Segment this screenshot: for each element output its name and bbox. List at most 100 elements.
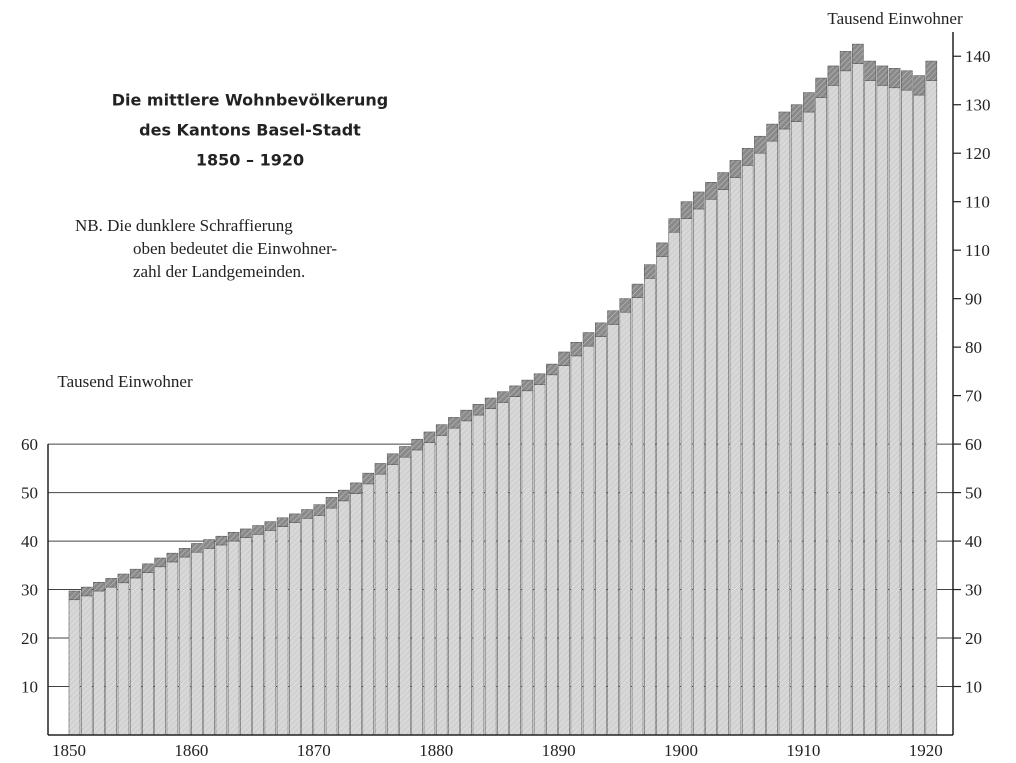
bar-hatch — [93, 591, 105, 735]
bar-hatch — [583, 332, 595, 347]
bar-hatch — [876, 85, 888, 735]
bar-hatch — [387, 453, 399, 465]
y-axis-label: Tausend Einwohner — [57, 372, 193, 391]
x-tick-label: 1910 — [786, 741, 820, 760]
bar-hatch — [521, 390, 533, 735]
bar-hatch — [521, 380, 533, 391]
bar-hatch — [69, 599, 80, 735]
bar-hatch — [130, 569, 142, 578]
bar-hatch — [191, 552, 203, 735]
bar-hatch — [154, 558, 166, 567]
bar-hatch — [338, 500, 350, 735]
bar-hatch — [277, 517, 289, 527]
x-tick-label: 1900 — [664, 741, 698, 760]
bar-hatch — [81, 587, 93, 596]
bar-hatch — [436, 424, 448, 436]
note: NB. Die dunklere Schraffierung — [75, 216, 293, 235]
x-tick-label: 1860 — [174, 741, 208, 760]
bar-hatch — [729, 160, 741, 178]
bar-hatch — [681, 201, 692, 219]
bar-hatch — [436, 435, 448, 735]
bar-hatch — [399, 457, 411, 735]
bar-hatch — [166, 561, 178, 735]
bar-hatch — [411, 449, 423, 735]
y-tick-label: 60 — [21, 435, 38, 454]
bar-hatch — [778, 128, 790, 735]
bar-hatch — [791, 104, 803, 122]
bar-hatch — [619, 298, 631, 313]
bar-hatch — [460, 410, 472, 421]
bar-hatch — [142, 572, 154, 735]
bar-hatch — [105, 587, 117, 735]
bar-hatch — [864, 80, 876, 735]
bar-hatch — [693, 208, 705, 736]
bar-hatch — [607, 310, 619, 325]
bar-hatch — [901, 70, 913, 91]
bar-hatch — [681, 218, 692, 735]
y-tick-label: 50 — [21, 483, 38, 502]
bar-hatch — [497, 402, 509, 735]
bar-hatch — [803, 111, 815, 735]
x-tick-label: 1850 — [52, 741, 86, 760]
bar-hatch — [913, 75, 925, 96]
bar-hatch — [509, 385, 521, 397]
y-tick-label: 30 — [21, 580, 38, 599]
bar-hatch — [460, 420, 472, 735]
bar-hatch — [852, 44, 864, 64]
bar-hatch — [130, 577, 142, 735]
bar-hatch — [546, 374, 558, 735]
bar-hatch — [313, 504, 325, 516]
bar-hatch — [179, 557, 191, 735]
bar-hatch — [105, 578, 117, 588]
y2-tick-label: 10 — [965, 677, 982, 696]
y2-tick-label: 120 — [965, 144, 991, 163]
bar-hatch — [240, 528, 252, 538]
y2-tick-label: 30 — [965, 580, 982, 599]
y2-tick-label: 20 — [965, 629, 982, 648]
bar-hatch — [619, 312, 631, 735]
bar-hatch — [301, 518, 313, 735]
bar-hatch — [93, 582, 105, 592]
bar-hatch — [705, 182, 717, 200]
y2-tick-label: 110 — [965, 241, 990, 260]
bar-hatch — [656, 256, 668, 735]
bar-hatch — [595, 322, 607, 337]
bar-hatch — [497, 391, 509, 403]
x-tick-label: 1920 — [909, 741, 943, 760]
y2-tick-label: 40 — [965, 532, 982, 551]
bar-hatch — [154, 566, 166, 735]
note: oben bedeutet die Einwohner- — [133, 239, 337, 258]
bar-hatch — [717, 172, 729, 190]
y2-axis-label: Tausend Einwohner — [827, 9, 963, 28]
bar-hatch — [179, 548, 191, 558]
y2-tick-label: 80 — [965, 338, 982, 357]
bar-hatch — [840, 51, 852, 71]
x-tick-label: 1870 — [297, 741, 331, 760]
bar-hatch — [485, 398, 497, 409]
bar-hatch — [301, 509, 313, 519]
bar-hatch — [778, 111, 790, 129]
y2-tick-label: 140 — [965, 47, 991, 66]
bar-hatch — [717, 189, 729, 735]
bar-hatch — [326, 497, 338, 509]
bar-hatch — [375, 463, 386, 475]
y2-tick-label: 60 — [965, 435, 982, 454]
bar-hatch — [876, 65, 888, 86]
bar-hatch — [742, 165, 754, 736]
bar-hatch — [668, 232, 680, 735]
bar-hatch — [448, 417, 460, 429]
bar-hatch — [166, 553, 178, 562]
bar-hatch — [815, 97, 827, 735]
bar-hatch — [264, 530, 276, 735]
bar-hatch — [925, 61, 937, 81]
bar-hatch — [644, 278, 656, 735]
bar-hatch — [558, 365, 570, 735]
y-tick-label: 20 — [21, 629, 38, 648]
bar-hatch — [840, 70, 852, 736]
bar-hatch — [264, 521, 276, 531]
bar-hatch — [595, 336, 607, 735]
chart-title: Die mittlere Wohnbevölkerung — [112, 91, 389, 110]
y2-tick-label: 50 — [965, 483, 982, 502]
bar-hatch — [350, 482, 362, 494]
